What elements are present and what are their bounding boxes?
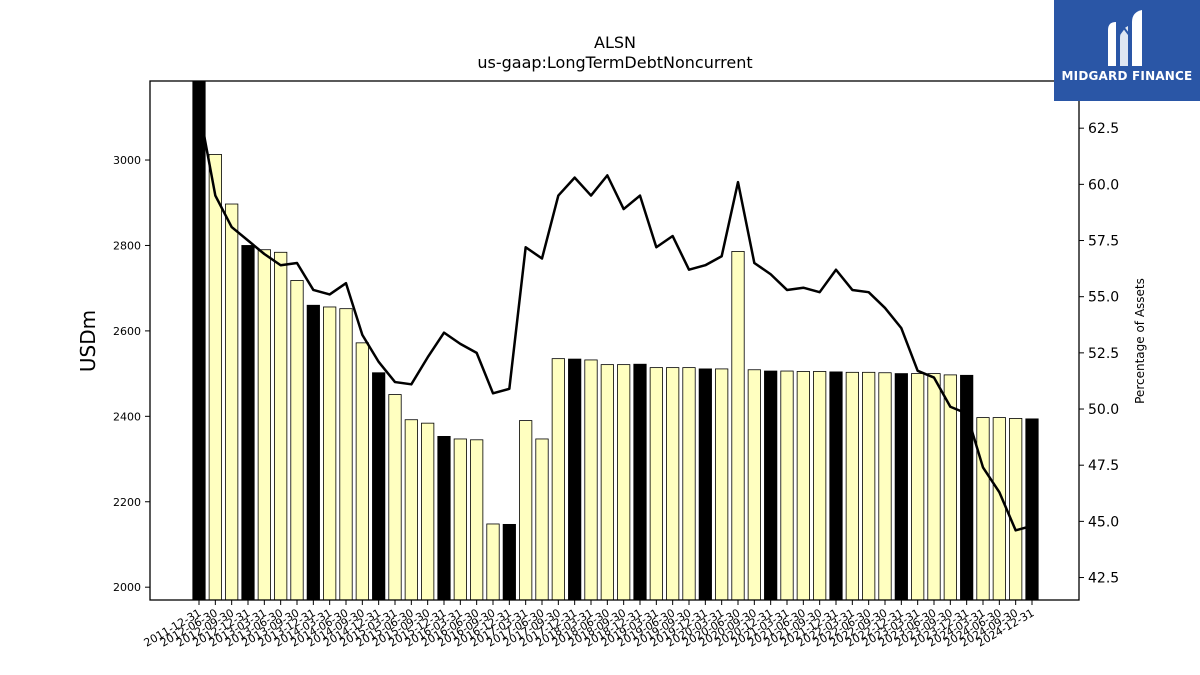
plot-frame [149,80,1080,601]
bar-2016-09-30 [486,523,500,601]
y-axis-label-right: Percentage of Assets [1133,278,1147,404]
bar-2024-09-30 [1009,418,1023,601]
percentage-of-assets-line [197,107,1033,532]
bar-2016-06-30 [470,439,484,601]
bar-2017-12-31 [568,358,582,601]
bar-2014-03-31 [323,306,337,601]
bar-2022-12-31 [894,373,908,601]
y-tick-label-right: 47.5 [1088,458,1119,474]
m-logo-icon [1108,10,1142,66]
y-tick-label-right: 50.0 [1088,402,1119,418]
bar-2019-06-30 [666,367,680,601]
bar-2015-06-30 [404,419,418,601]
bar-2014-12-31 [372,372,386,601]
y-tick-label-right: 52.5 [1088,346,1119,362]
bar-2023-03-31 [911,373,925,601]
y-tick-label-right: 45.0 [1088,514,1119,530]
y-tick-label-left: 2800 [113,239,141,252]
y-tick-label-right: 57.5 [1088,234,1119,250]
bar-2020-09-30 [747,369,761,601]
bar-2020-03-31 [715,368,729,601]
bar-2015-09-30 [421,422,435,601]
y-axis-label-left: USDm [76,310,100,372]
y-tick-label-left: 3000 [113,154,141,167]
bar-2019-03-31 [649,367,663,601]
bar-2013-09-30 [290,280,304,601]
bar-2022-06-30 [862,371,876,601]
bar-2016-03-31 [453,438,467,601]
y-tick-label-left: 2600 [113,325,141,338]
bar-series [192,80,1039,601]
bar-2020-12-31 [764,370,778,601]
bar-2023-06-30 [927,373,941,601]
bar-2022-03-31 [845,371,859,601]
bar-2021-09-30 [813,371,827,601]
bar-2014-06-30 [339,308,353,601]
bar-2017-06-30 [535,438,549,601]
bar-2012-12-31 [241,245,255,601]
bar-2012-09-30 [225,203,239,601]
y-tick-label-right: 62.5 [1088,121,1119,137]
bar-2016-12-31 [502,523,516,601]
bar-2015-03-31 [388,394,402,601]
bar-2011-12-31 [192,80,206,601]
bar-2020-06-30 [731,251,745,601]
bar-2024-03-31 [976,417,990,601]
bar-2019-09-30 [682,367,696,601]
y-tick-label-left: 2000 [113,581,141,594]
bar-2021-06-30 [796,371,810,601]
bar-2018-12-31 [633,363,647,601]
bar-2021-03-31 [780,370,794,601]
y-axis-left: 2000 2200 2400 2600 2800 3000 [113,154,150,594]
chart-title: ALSN [594,33,636,52]
bar-2018-09-30 [617,364,631,601]
bar-2024-12-31 [1025,418,1039,601]
bar-2022-09-30 [878,372,892,601]
bar-2018-03-31 [584,359,598,601]
bar-2018-06-30 [600,364,614,601]
bar-2023-12-31 [960,374,974,601]
bar-2013-03-31 [257,249,271,601]
bar-2017-03-31 [519,420,533,601]
bar-2013-06-30 [274,251,288,601]
y-axis-right: 42.5 45.0 47.5 50.0 52.5 55.0 57.5 60.0 62.5 [1079,121,1119,587]
bar-2014-09-30 [355,342,369,601]
y-tick-label-right: 60.0 [1088,177,1119,193]
bar-2012-06-30 [208,154,222,601]
y-tick-label-right: 55.0 [1088,290,1119,306]
chart-subtitle: us-gaap:LongTermDebtNoncurrent [477,53,752,72]
logo-brand-text: MIDGARD FINANCE [1061,69,1193,83]
y-tick-label-left: 2400 [113,410,141,423]
bar-2021-12-31 [829,371,843,601]
bar-2019-12-31 [698,368,712,601]
midgard-finance-logo: MIDGARD FINANCE [1054,0,1200,101]
bar-2017-09-30 [551,358,565,601]
bar-2024-06-30 [992,417,1006,601]
x-axis: 2011-12-312012-06-302012-09-302012-12-31… [142,600,1037,650]
y-tick-label-left: 2200 [113,496,141,509]
y-tick-label-right: 42.5 [1088,571,1119,587]
bar-2015-12-31 [437,435,451,601]
bar-2013-12-31 [306,304,320,601]
